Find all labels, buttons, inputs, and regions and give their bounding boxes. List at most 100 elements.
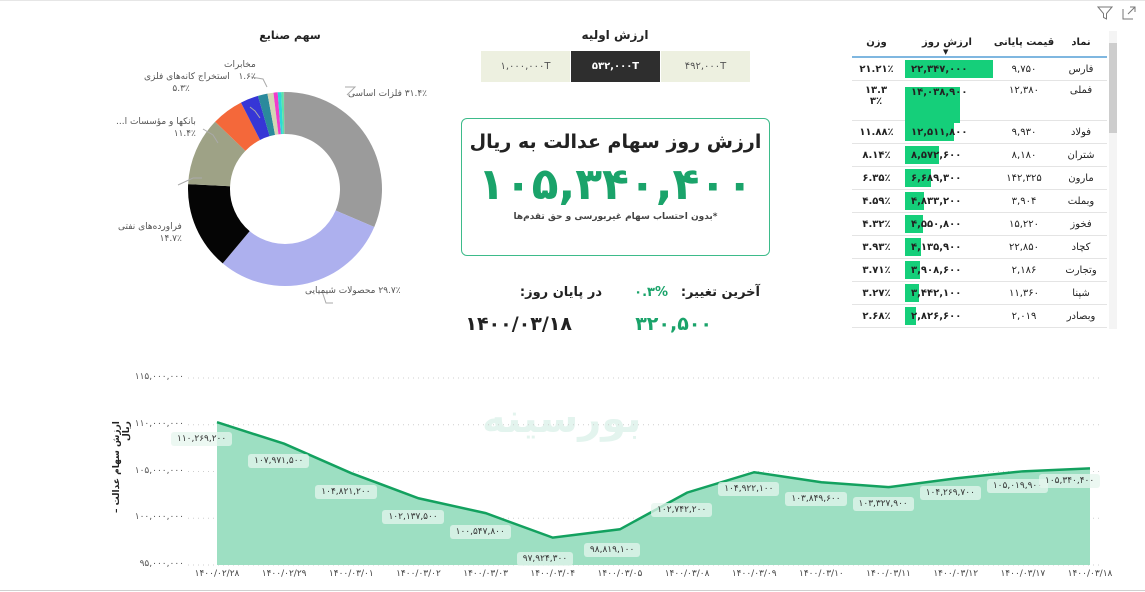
y-tick-label: ۱۱۵,۰۰۰,۰۰۰ (134, 372, 184, 382)
day-value-cell: ۳,۴۴۲,۱۰۰ (901, 282, 993, 304)
symbol-cell: کچاد (1071, 241, 1091, 253)
weight-cell: ۱۱.۸۸٪ (859, 126, 894, 138)
data-label: ۱۰۳,۳۲۷,۹۰۰ (852, 497, 914, 512)
table-header: نماد قیمت پایانی ارزش روز ▼ وزن (852, 28, 1107, 58)
data-label: ۹۸,۸۱۹,۱۰۰ (583, 543, 641, 558)
header-symbol[interactable]: نماد (1071, 36, 1091, 48)
pie-slice[interactable] (257, 93, 276, 137)
pie-label-basic-metals: ۳۱.۴٪ فلزات اساسی (348, 89, 427, 99)
initial-value-option-492000[interactable]: ۴۹۲,۰۰۰T (661, 51, 751, 82)
change-values-row: ۳۲۰,۵۰۰ ۱۴۰۰/۰۳/۱۸ (465, 313, 760, 337)
visual-header (1096, 5, 1137, 21)
data-label: ۱۰۴,۸۲۱,۲۰۰ (315, 485, 377, 500)
data-label: ۱۱۰,۲۶۹,۲۰۰ (171, 432, 233, 447)
data-bar (905, 60, 993, 78)
pie-slice[interactable] (283, 92, 285, 135)
pie-slice[interactable] (188, 121, 246, 187)
table-scroll-thumb[interactable] (1109, 43, 1117, 133)
end-of-day-label: در پایان روز: (519, 285, 602, 300)
weight-cell: ۳.۲۷٪ (862, 287, 891, 299)
close-price-cell: ۲,۰۱۹ (1011, 310, 1037, 322)
table-row[interactable]: وبصادر ۲,۰۱۹ ۲,۸۲۶,۶۰۰ ۲.۶۸٪ (852, 305, 1107, 328)
pie-slice[interactable] (267, 92, 279, 135)
initial-value-slicer: ۱,۰۰۰,۰۰۰T ۵۳۲,۰۰۰T ۴۹۲,۰۰۰T (481, 51, 751, 82)
header-close-price[interactable]: قیمت پایانی (993, 36, 1055, 48)
pie-slice[interactable] (188, 184, 250, 264)
table-row[interactable]: مارون ۱۴۲,۳۲۵ ۶,۶۸۹,۳۰۰ ۶.۳۵٪ (852, 167, 1107, 190)
symbol-cell: وبملت (1067, 195, 1095, 207)
table-row[interactable]: فخوز ۱۵,۲۲۰ ۴,۵۵۰,۸۰۰ ۴.۳۲٪ (852, 213, 1107, 236)
symbol-cell: شپنا (1072, 287, 1090, 299)
table-row[interactable]: شتران ۸,۱۸۰ ۸,۵۷۲,۶۰۰ ۸.۱۴٪ (852, 144, 1107, 167)
data-label: ۱۰۳,۸۴۹,۶۰۰ (785, 492, 847, 507)
y-tick-label: ۹۵,۰۰۰,۰۰۰ (139, 559, 184, 569)
pie-label-banks: بانکها و مؤسسات ا... ۱۱.۴٪ (116, 117, 196, 139)
data-bar (905, 284, 919, 302)
symbol-cell: شتران (1067, 149, 1095, 161)
x-tick-label: ۱۴۰۰/۰۳/۰۴ (530, 569, 576, 579)
x-tick-label: ۱۴۰۰/۰۲/۲۹ (261, 569, 307, 579)
pie-label-telecom: مخابرات ۱.۶٪ (224, 60, 256, 82)
table-row[interactable]: وبملت ۳,۹۰۴ ۴,۸۳۳,۲۰۰ ۴.۵۹٪ (852, 190, 1107, 213)
table-row[interactable]: وتجارت ۲,۱۸۶ ۳,۹۰۸,۶۰۰ ۳.۷۱٪ (852, 259, 1107, 282)
table-row[interactable]: فارس ۹,۷۵۰ ۲۲,۳۴۷,۰۰۰ ۲۱.۲۱٪ (852, 58, 1107, 81)
x-tick-label: ۱۴۰۰/۰۳/۰۲ (396, 569, 441, 579)
pie-slice[interactable] (285, 92, 382, 227)
kpi-card: ارزش روز سهام عدالت به ریال ۱۰۵,۳۴۰,۴۰۰ … (461, 118, 770, 256)
weight-cell: ۶.۳۵٪ (862, 172, 891, 184)
table-row[interactable]: فولاد ۹,۹۳۰ ۱۲,۵۱۱,۸۰۰ ۱۱.۸۸٪ (852, 121, 1107, 144)
weight-cell: ۳.۷۱٪ (862, 264, 891, 276)
pie-slice[interactable] (273, 92, 281, 135)
x-tick-label: ۱۴۰۰/۰۳/۱۲ (933, 569, 979, 579)
symbol-cell: مارون (1068, 172, 1094, 184)
value-trend-chart[interactable]: ارزش سهام عدالت – ریال ۹۵,۰۰۰,۰۰۰ ۱۰۰,۰۰۰… (100, 366, 1145, 592)
table-row[interactable]: فملی ۱۲,۳۸۰ ۱۴,۰۳۸,۹۰۰ ۱۳.۳۳٪ (852, 81, 1107, 123)
symbol-cell: فارس (1068, 63, 1094, 75)
table-scrollbar[interactable] (1109, 31, 1117, 329)
industry-share-donut[interactable]: ۳۱.۴٪ فلزات اساسی ۲۹.۷٪ محصولات شیمیایی … (100, 51, 440, 321)
pie-label-chemicals: ۲۹.۷٪ محصولات شیمیایی (305, 286, 401, 296)
weight-cell: ۲۱.۲۱٪ (859, 63, 894, 75)
data-bar (905, 261, 921, 279)
day-value-cell: ۴,۵۵۰,۸۰۰ (901, 213, 993, 235)
day-value-cell: ۳,۹۰۸,۶۰۰ (901, 259, 993, 281)
pie-slice[interactable] (222, 210, 375, 286)
x-tick-label: ۱۴۰۰/۰۳/۰۵ (597, 569, 643, 579)
day-value-cell: ۲۲,۳۴۷,۰۰۰ (901, 58, 993, 80)
data-bar (905, 169, 932, 187)
weight-cell: ۲.۶۸٪ (862, 310, 891, 322)
symbol-cell: فملی (1069, 85, 1093, 96)
pie-slice[interactable] (281, 92, 285, 135)
data-label: ۱۰۴,۲۶۹,۷۰۰ (919, 486, 981, 501)
data-label: ۱۰۲,۷۴۲,۲۰۰ (651, 502, 713, 517)
last-date: ۱۴۰۰/۰۳/۱۸ (465, 313, 572, 335)
close-price-cell: ۲,۱۸۶ (1011, 264, 1037, 276)
change-value: ۳۲۰,۵۰۰ (635, 313, 712, 335)
data-bar (905, 87, 961, 123)
initial-value-option-532000[interactable]: ۵۳۲,۰۰۰T (571, 51, 661, 82)
close-price-cell: ۹,۹۳۰ (1011, 126, 1037, 138)
watermark-logo: بورسینه (482, 396, 642, 442)
data-label: ۱۰۲,۱۳۷,۵۰۰ (382, 510, 444, 525)
weight-cell: ۳.۹۳٪ (862, 241, 891, 253)
x-tick-label: ۱۴۰۰/۰۳/۰۳ (463, 569, 508, 579)
filter-icon[interactable] (1096, 5, 1114, 21)
pie-slice[interactable] (215, 102, 261, 151)
x-tick-label: ۱۴۰۰/۰۳/۱۰ (799, 569, 844, 579)
data-bar (905, 123, 955, 141)
kpi-title: ارزش روز سهام عدالت به ریال (469, 131, 762, 153)
focus-mode-icon[interactable] (1121, 5, 1137, 21)
symbol-cell: فولاد (1070, 126, 1092, 138)
initial-value-option-1000000[interactable]: ۱,۰۰۰,۰۰۰T (481, 51, 571, 82)
weight-cell: ۸.۱۴٪ (862, 149, 891, 161)
header-weight[interactable]: وزن (866, 36, 887, 48)
symbol-cell: وبصادر (1066, 310, 1096, 322)
data-label: ۱۰۷,۹۷۱,۵۰۰ (248, 453, 310, 468)
day-value-cell: ۲,۸۲۶,۶۰۰ (901, 305, 993, 327)
weight-cell: ۴.۵۹٪ (862, 195, 891, 207)
pie-slice[interactable] (240, 95, 270, 140)
header-day-value[interactable]: ارزش روز ▼ (922, 36, 972, 57)
table-row[interactable]: شپنا ۱۱,۳۶۰ ۳,۴۴۲,۱۰۰ ۳.۲۷٪ (852, 282, 1107, 305)
pie-slice[interactable] (277, 92, 283, 135)
table-row[interactable]: کچاد ۲۲,۸۵۰ ۴,۱۳۵,۹۰۰ ۳.۹۳٪ (852, 236, 1107, 259)
